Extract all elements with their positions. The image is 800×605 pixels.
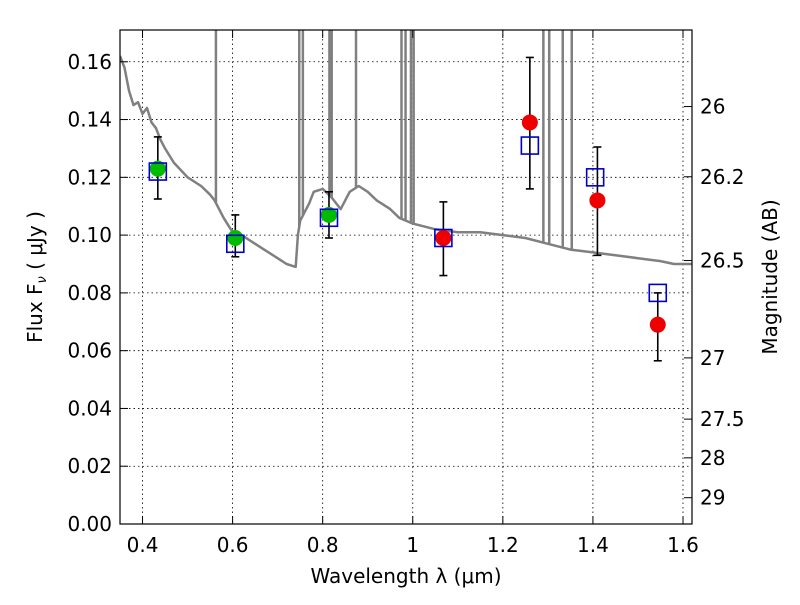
y-tick-label: 0.06 — [67, 339, 112, 363]
green-data-point — [227, 230, 244, 246]
y2-tick-label: 29 — [700, 486, 725, 510]
y2-axis-label: Magnitude (AB) — [758, 199, 782, 354]
y2-tick-label: 26 — [700, 95, 725, 119]
x-axis-label: Wavelength λ (μm) — [310, 564, 501, 588]
model-flux-square — [585, 168, 605, 187]
x-tick-label: 0.8 — [307, 533, 339, 557]
y-tick-label: 0.10 — [67, 223, 112, 247]
y2-tick-label: 28 — [700, 446, 725, 470]
red-data-point — [589, 192, 606, 209]
y-axis-label-subscript: ν — [35, 276, 50, 283]
model-flux-square — [148, 162, 168, 181]
red-data-point — [649, 316, 666, 333]
red-data-point — [435, 230, 452, 246]
model-flux-square — [648, 283, 668, 303]
y2-tick-label: 26.5 — [700, 249, 745, 273]
y-tick-label: 0.02 — [67, 454, 112, 478]
y-axis-label-unit: ( μJy ) — [23, 211, 47, 276]
x-tick-label: 0.4 — [127, 533, 159, 557]
y-tick-label: 0.00 — [67, 512, 112, 536]
x-tick-label: 1.4 — [577, 533, 609, 557]
axis-ticks: 0.4 0.6 0.8 1 1.2 1.4 1.6 0.00 0.02 0.04 0.06 0.08 0… — [67, 30, 745, 557]
y2-tick-label: 27 — [700, 346, 725, 370]
y-tick-label: 0.12 — [67, 165, 112, 189]
y-tick-label: 0.16 — [67, 50, 112, 74]
model-spectrum — [120, 30, 692, 269]
y-axis-label: Flux Fν ( μJy ) — [23, 211, 50, 343]
plot-frame — [119, 29, 693, 525]
y-tick-label: 0.14 — [67, 108, 112, 132]
x-tick-label: 1.6 — [667, 533, 699, 557]
x-tick-label: 1.2 — [487, 533, 519, 557]
model-flux-square — [319, 208, 339, 228]
model-flux-square — [226, 234, 245, 254]
y-tick-label: 0.08 — [67, 281, 112, 305]
y-tick-label: 0.04 — [67, 396, 112, 420]
model-flux-square — [434, 228, 453, 248]
green-data-point — [149, 160, 166, 177]
y2-tick-label: 27.5 — [700, 407, 745, 431]
green-data-point — [320, 206, 337, 223]
y-axis-label-main: Flux F — [23, 283, 47, 342]
red-data-point — [521, 114, 538, 131]
x-tick-label: 0.6 — [217, 533, 249, 557]
data-points — [148, 114, 668, 333]
x-tick-label: 1 — [406, 533, 419, 557]
model-flux-square — [520, 136, 540, 155]
y2-tick-label: 26.2 — [700, 165, 745, 189]
